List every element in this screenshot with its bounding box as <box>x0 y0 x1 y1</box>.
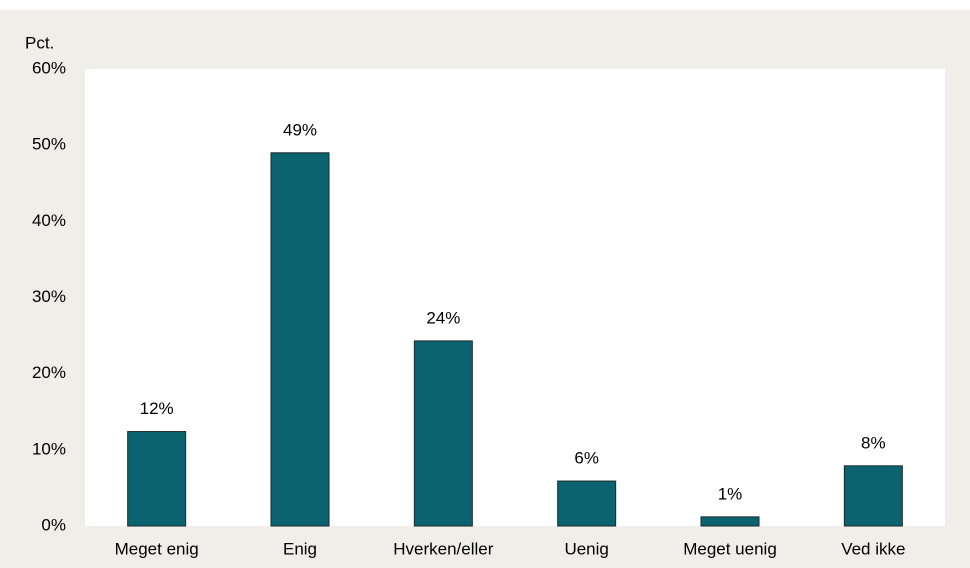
y-axis-label: Pct. <box>25 33 54 52</box>
y-tick-label: 0% <box>41 515 66 534</box>
y-tick-label: 50% <box>32 135 66 154</box>
data-label: 1% <box>718 484 743 503</box>
data-label: 49% <box>283 120 317 139</box>
data-label: 12% <box>140 399 174 418</box>
data-label: 8% <box>861 433 886 452</box>
plot-area <box>85 69 945 526</box>
x-tick-label: Enig <box>283 539 317 558</box>
bar <box>127 431 187 527</box>
y-tick-label: 30% <box>32 287 66 306</box>
y-tick-label: 10% <box>32 439 66 458</box>
y-tick-label: 40% <box>32 211 66 230</box>
x-tick-label: Uenig <box>564 539 608 558</box>
bar <box>413 340 473 527</box>
y-tick-label: 20% <box>32 363 66 382</box>
x-tick-label: Meget uenig <box>683 539 777 558</box>
bar <box>700 516 760 527</box>
bar <box>270 152 330 527</box>
y-tick-label: 60% <box>32 58 66 77</box>
bar <box>557 480 617 527</box>
bar <box>843 465 903 527</box>
x-tick-label: Meget enig <box>115 539 199 558</box>
x-tick-label: Hverken/eller <box>393 539 493 558</box>
data-label: 24% <box>426 308 460 327</box>
data-label: 6% <box>574 449 599 468</box>
x-tick-label: Ved ikke <box>841 539 905 558</box>
